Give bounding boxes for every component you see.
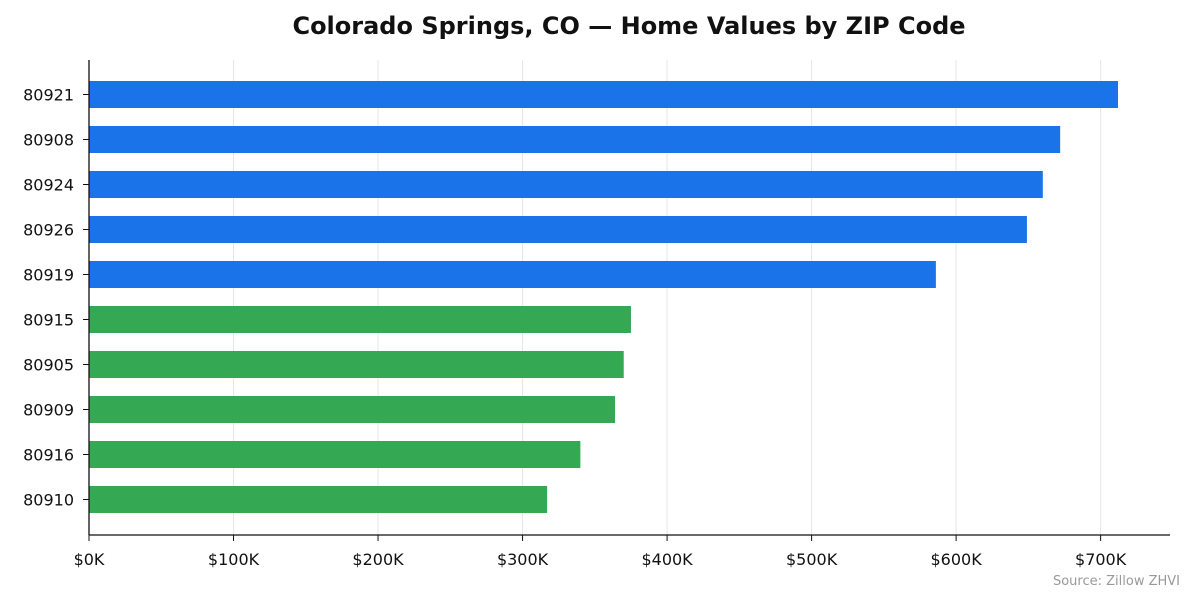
x-tick-label: $0K	[74, 550, 105, 569]
y-tick-label: 80909	[23, 401, 74, 420]
bar-80915	[89, 306, 631, 333]
y-tick-label: 80908	[23, 131, 74, 150]
bar-80924	[89, 171, 1043, 198]
bars	[89, 81, 1118, 513]
x-tick-label: $300K	[497, 550, 549, 569]
x-tick-label: $600K	[931, 550, 983, 569]
bar-80908	[89, 126, 1061, 153]
bar-80905	[89, 351, 624, 378]
y-tick-label: 80926	[23, 221, 74, 240]
bar-80910	[89, 486, 548, 513]
y-tick-label: 80905	[23, 356, 74, 375]
y-tick-label: 80921	[23, 86, 74, 105]
bar-80921	[89, 81, 1118, 108]
x-tick-label: $100K	[208, 550, 260, 569]
bar-80909	[89, 396, 616, 423]
x-tick-label: $200K	[352, 550, 404, 569]
bar-80916	[89, 441, 581, 468]
y-tick-label: 80910	[23, 491, 74, 510]
x-tick-label: $400K	[641, 550, 693, 569]
source-note: Source: Zillow ZHVI	[1053, 574, 1180, 589]
x-tick-labels: $0K $100K $200K $300K $400K $500K $600K $700K	[74, 535, 1127, 569]
y-tick-label: 80919	[23, 266, 74, 285]
y-tick-label: 80916	[23, 446, 74, 465]
x-tick-label: $700K	[1075, 550, 1127, 569]
bar-80919	[89, 261, 936, 288]
chart-title: Colorado Springs, CO — Home Values by ZI…	[292, 12, 965, 40]
x-tick-label: $500K	[786, 550, 838, 569]
y-tick-label: 80924	[23, 176, 74, 195]
y-tick-label: 80915	[23, 311, 74, 330]
y-tick-labels: 80921 80908 80924 80926 80919 80915 80905 80909…	[23, 86, 89, 510]
bar-80926	[89, 216, 1027, 243]
